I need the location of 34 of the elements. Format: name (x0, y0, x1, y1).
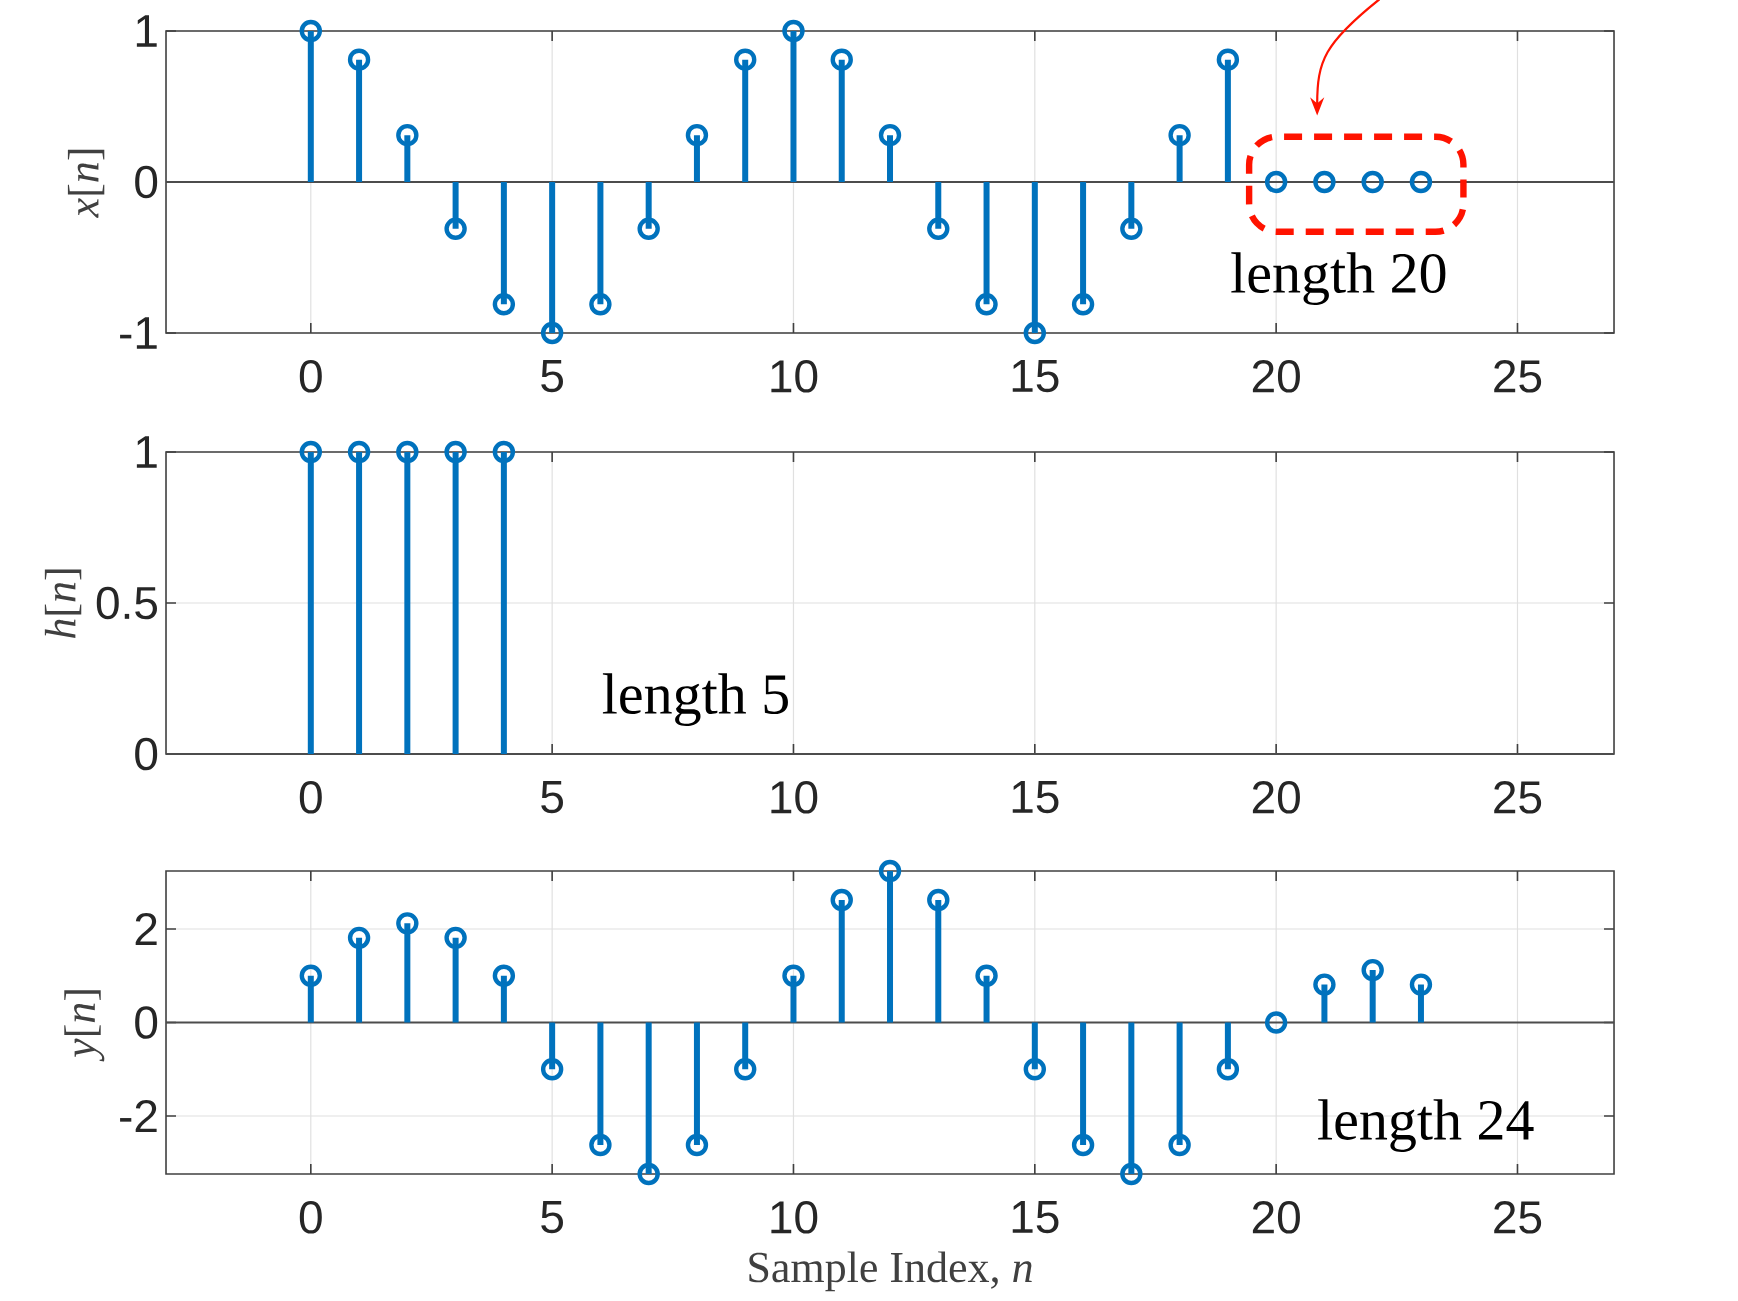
y-tick-label: 2 (135, 912, 157, 946)
annotation: length 20 (1231, 252, 1446, 306)
x-tick-label: 10 (771, 781, 818, 814)
x-tick-label: 10 (771, 360, 818, 393)
x-tick-label: 5 (541, 1201, 563, 1234)
x-tick-label: 15 (1012, 1201, 1059, 1234)
y-axis-title: y[n] (64, 990, 105, 1062)
x-tick-label: 20 (1252, 360, 1300, 393)
x-tick-label: 0 (299, 1201, 322, 1234)
x-tick-label: 15 (1012, 360, 1059, 393)
y-tick-label: -1 (120, 317, 157, 349)
x-tick-label: 5 (541, 360, 563, 393)
x-tick-label: 20 (1252, 1201, 1300, 1234)
y-tick-label: -2 (120, 1099, 157, 1133)
x-tick-label: 0 (299, 781, 322, 814)
y-tick-label: 0 (135, 165, 158, 199)
x-tick-label: 20 (1252, 781, 1300, 814)
y-axis-title: h[n] (44, 569, 82, 639)
x-axis-title: Sample Index, n (749, 1251, 1032, 1292)
y-tick-label: 1 (136, 436, 157, 468)
y-tick-label: 0 (135, 1006, 158, 1039)
annotation: length 24 (1318, 1099, 1534, 1152)
annotation: length 5 (602, 673, 788, 727)
x-tick-label: 25 (1494, 360, 1542, 393)
x-tick-label: 25 (1494, 1201, 1542, 1234)
x-tick-label: 25 (1494, 781, 1542, 814)
x-tick-label: 15 (1012, 781, 1059, 814)
y-tick-label: 1 (136, 15, 157, 47)
x-tick-label: 10 (771, 1201, 818, 1234)
x-tick-label: 5 (541, 781, 563, 814)
y-tick-label: 0 (135, 737, 158, 771)
y-axis-title: x[n] (67, 149, 105, 218)
x-tick-label: 0 (299, 360, 322, 393)
y-tick-label: 0.5 (96, 586, 158, 620)
